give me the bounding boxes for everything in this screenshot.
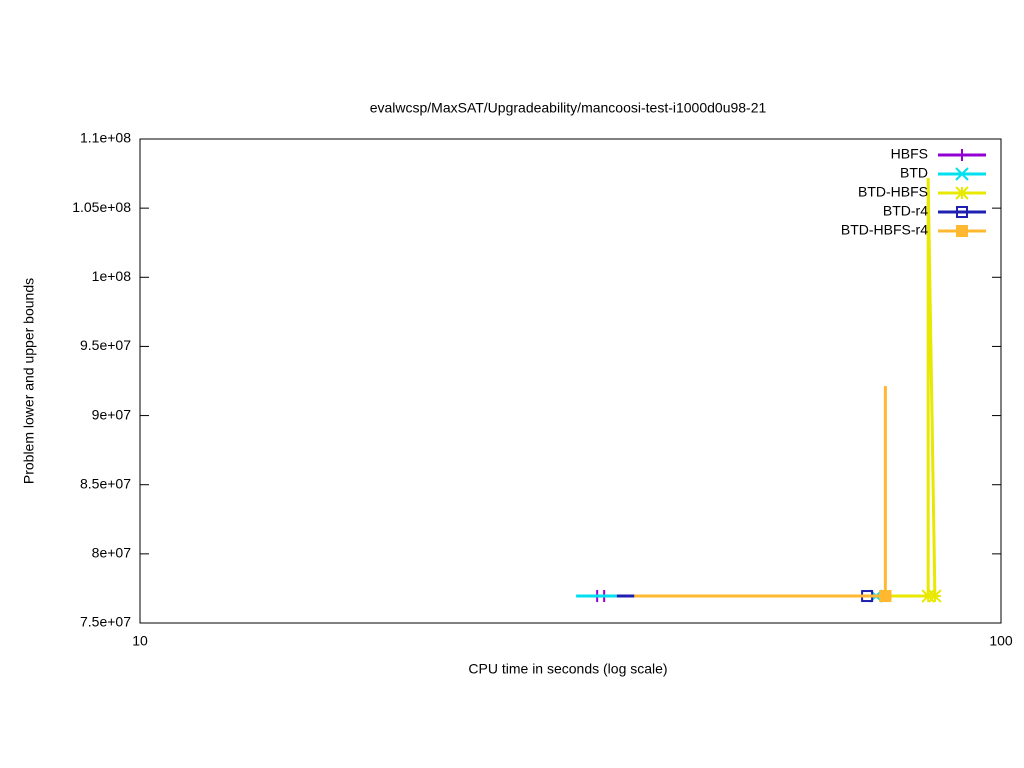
legend-label: BTD-HBFS [858, 184, 928, 200]
y-tick-label: 8.5e+07 [80, 475, 131, 491]
marker [956, 225, 968, 237]
chart-title: evalwcsp/MaxSAT/Upgradeability/mancoosi-… [370, 100, 767, 116]
y-tick-label: 9e+07 [92, 406, 132, 422]
y-tick-label: 8e+07 [92, 545, 132, 561]
y-tick-label: 9.5e+07 [80, 337, 131, 353]
legend-label: HBFS [891, 146, 928, 162]
marker [956, 206, 968, 218]
marker [921, 589, 935, 603]
marker [955, 167, 969, 181]
marker-stroke [955, 186, 969, 200]
legend-label: BTD-r4 [883, 203, 928, 219]
y-tick-label: 1.1e+08 [80, 130, 131, 146]
x-axis-label: CPU time in seconds (log scale) [468, 661, 667, 677]
marker-box [956, 206, 968, 218]
y-axis-label: Problem lower and upper bounds [21, 278, 37, 484]
marker [956, 149, 968, 161]
x-tick-label: 10 [132, 633, 148, 649]
y-tick-label: 1.05e+08 [72, 199, 131, 215]
marker-box [879, 590, 892, 603]
marker-stroke [955, 167, 969, 181]
marker-stroke [921, 589, 935, 603]
y-tick-label: 1e+08 [92, 268, 132, 284]
marker [879, 590, 892, 603]
legend-label: BTD [900, 165, 928, 181]
series-line [885, 177, 937, 598]
x-tick-label: 100 [989, 633, 1013, 649]
marker-dot [961, 211, 963, 213]
legend-label: BTD-HBFS-r4 [841, 222, 928, 238]
plot-frame [139, 138, 1002, 624]
series-line [634, 385, 887, 598]
y-tick-label: 7.5e+07 [80, 614, 131, 630]
marker [955, 186, 969, 200]
marker-box [956, 225, 968, 237]
